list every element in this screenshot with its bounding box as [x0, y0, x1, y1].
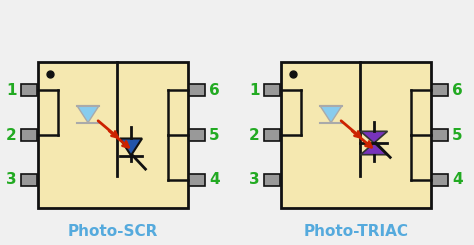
- Text: 4: 4: [209, 172, 219, 187]
- Bar: [281, 62, 431, 208]
- Text: 2: 2: [249, 127, 260, 143]
- Text: 6: 6: [452, 83, 463, 98]
- Bar: [264, 129, 280, 141]
- Bar: [21, 85, 37, 97]
- Text: 3: 3: [6, 172, 17, 187]
- Polygon shape: [320, 106, 342, 123]
- Text: 5: 5: [209, 127, 219, 143]
- Bar: [189, 173, 205, 185]
- Bar: [432, 85, 448, 97]
- Bar: [432, 173, 448, 185]
- Text: 4: 4: [452, 172, 463, 187]
- Text: 1: 1: [249, 83, 260, 98]
- Bar: [189, 129, 205, 141]
- Bar: [38, 62, 188, 208]
- Bar: [21, 173, 37, 185]
- Text: 6: 6: [209, 83, 220, 98]
- Polygon shape: [361, 143, 388, 155]
- Text: 3: 3: [249, 172, 260, 187]
- Text: Photo-TRIAC: Photo-TRIAC: [303, 223, 409, 238]
- Polygon shape: [120, 138, 142, 156]
- Text: 2: 2: [6, 127, 17, 143]
- Bar: [264, 173, 280, 185]
- Text: 1: 1: [7, 83, 17, 98]
- Polygon shape: [361, 131, 388, 143]
- Bar: [264, 85, 280, 97]
- Bar: [189, 85, 205, 97]
- Text: 5: 5: [452, 127, 463, 143]
- Bar: [21, 129, 37, 141]
- Bar: [432, 129, 448, 141]
- Polygon shape: [77, 106, 99, 123]
- Text: Photo-SCR: Photo-SCR: [68, 223, 158, 238]
